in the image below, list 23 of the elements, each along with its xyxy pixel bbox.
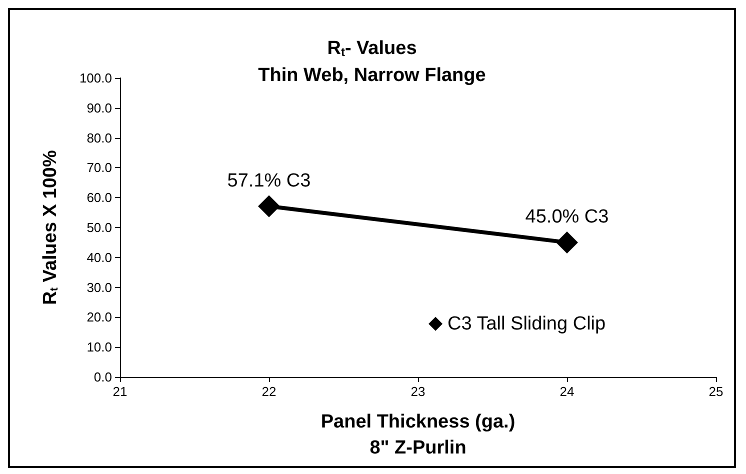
y-tick-label: 70.0 xyxy=(86,160,112,176)
y-tick-label: 80.0 xyxy=(86,130,112,146)
y-tick-label: 20.0 xyxy=(86,310,112,325)
y-tick-label: 100.0 xyxy=(79,70,112,86)
y-tick-label: 90.0 xyxy=(86,100,112,116)
y-tick-label: 50.0 xyxy=(86,220,112,235)
y-tick-label: 10.0 xyxy=(86,340,112,355)
data-label: 57.1% C3 xyxy=(227,170,311,192)
x-axis-title: Panel Thickness (ga.) 8" Z-Purlin xyxy=(320,412,516,458)
y-tick-label: 0.0 xyxy=(94,370,112,384)
y-axis-title: Rt Values X 100% xyxy=(40,150,61,305)
y-tick-label: 40.0 xyxy=(86,250,112,265)
x-tick-label: 22 xyxy=(262,384,276,399)
legend-label: C3 Tall Sliding Clip xyxy=(448,313,606,334)
data-label: 45.0% C3 xyxy=(525,206,609,228)
x-tick-label: 24 xyxy=(560,384,574,399)
x-tick-label: 23 xyxy=(410,384,426,399)
chart-subtitle: Thin Web, Narrow Flange xyxy=(258,65,486,86)
x-tick-label: 21 xyxy=(112,384,128,399)
y-tick-label: 60.0 xyxy=(86,190,112,206)
y-tick-label: 30.0 xyxy=(86,280,112,295)
x-tick-label: 25 xyxy=(708,384,724,399)
chart-title: Rt- Values xyxy=(327,38,417,59)
